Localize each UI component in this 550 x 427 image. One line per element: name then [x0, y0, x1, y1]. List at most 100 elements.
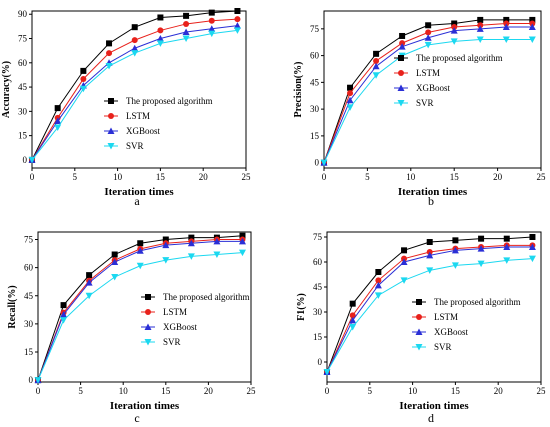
data-point — [208, 25, 216, 32]
data-point — [208, 9, 215, 16]
legend: The proposed algorithm LSTM XGBoost SVR — [104, 96, 212, 151]
data-point — [208, 17, 215, 24]
data-point — [213, 251, 221, 258]
legend-marker — [416, 314, 422, 320]
y-tick-label: 45 — [24, 291, 34, 301]
legend-marker — [108, 98, 114, 104]
data-point — [375, 269, 382, 275]
legend-marker — [145, 294, 151, 300]
x-tick-label: 0 — [322, 172, 327, 182]
data-point — [111, 258, 119, 265]
legend-label: SVR — [163, 337, 181, 347]
x-tick-label: 15 — [156, 172, 166, 182]
data-point — [349, 300, 356, 307]
data-point — [131, 24, 138, 31]
y-tick-label: 75 — [313, 232, 323, 242]
x-tick-label: 5 — [365, 172, 370, 182]
data-point — [105, 63, 113, 70]
legend-marker — [397, 100, 405, 107]
legend-label: LSTM — [163, 307, 187, 317]
series-lstm — [35, 236, 246, 384]
data-point — [399, 40, 406, 47]
legend-label: SVR — [434, 342, 452, 352]
series-the-proposed-algorithm — [35, 232, 246, 384]
y-tick-label: 15 — [313, 332, 323, 342]
legend-label: LSTM — [416, 68, 440, 78]
data-point — [85, 292, 93, 300]
data-point — [528, 23, 536, 31]
data-point — [477, 245, 485, 252]
data-point — [347, 84, 354, 91]
subfigure-label: a — [134, 194, 140, 208]
y-tick-label: 45 — [310, 77, 320, 87]
data-point — [156, 35, 164, 42]
legend-label: The proposed algorithm — [126, 96, 212, 106]
data-point — [60, 317, 68, 324]
x-axis-label: Iteration times — [398, 186, 468, 198]
x-tick-label: 10 — [119, 386, 129, 396]
y-tick-label: 15 — [18, 131, 28, 141]
legend-label: XGBoost — [434, 327, 469, 337]
legend-label: XGBoost — [416, 83, 451, 93]
data-point — [34, 377, 42, 384]
data-point — [162, 236, 169, 243]
chart-panel-b: 0 5 10 15 20 25 0 15 30 45 60 75 Iteration times Prec… — [293, 10, 546, 208]
subfigure-label: b — [428, 194, 434, 208]
data-point — [182, 35, 190, 43]
legend-label: LSTM — [126, 111, 150, 121]
chart-panel-d: 0 5 10 15 20 25 0 15 30 45 60 75 Iteration times F1(%… — [296, 231, 546, 425]
data-point — [157, 14, 164, 21]
legend-marker — [398, 70, 404, 76]
x-tick-label: 5 — [78, 386, 83, 396]
data-point — [401, 247, 408, 254]
legend-marker — [415, 344, 423, 351]
legend-label: The proposed algorithm — [163, 292, 249, 302]
data-point — [233, 27, 241, 34]
x-tick-label: 15 — [450, 172, 460, 182]
data-point — [323, 369, 331, 376]
series-line — [326, 246, 533, 373]
data-point — [54, 117, 62, 125]
data-point — [208, 30, 216, 38]
data-point — [426, 267, 434, 274]
legend-marker — [144, 323, 152, 330]
data-point — [452, 237, 459, 244]
data-point — [346, 96, 354, 104]
data-point — [424, 41, 432, 49]
data-point — [238, 237, 246, 245]
legend: The proposed algorithm LSTM XGBoost SVR — [394, 53, 502, 108]
y-axis-label: Precision(%) — [293, 62, 304, 118]
x-axis-label: Iteration times — [104, 186, 174, 198]
y-tick-label: 30 — [18, 106, 28, 116]
y-tick-label: 0 — [23, 155, 28, 165]
data-point — [451, 262, 459, 269]
data-point — [157, 27, 164, 34]
y-tick-label: 45 — [313, 282, 323, 292]
data-point — [476, 25, 484, 32]
data-point — [238, 249, 246, 257]
data-point — [349, 316, 357, 324]
y-tick-label: 0 — [318, 357, 323, 367]
y-axis-label: Recall(%) — [7, 285, 18, 328]
subfigure-label: c — [134, 411, 139, 425]
x-tick-label: 25 — [242, 172, 252, 182]
series-the-proposed-algorithm — [29, 8, 241, 163]
data-point — [80, 75, 87, 82]
data-point — [349, 312, 356, 319]
data-point — [234, 8, 241, 14]
data-point — [503, 257, 511, 264]
legend-marker — [108, 113, 114, 119]
legend-marker — [415, 328, 423, 335]
data-point — [426, 239, 433, 245]
x-tick-label: 0 — [36, 386, 41, 396]
data-point — [477, 22, 484, 29]
y-tick-label: 75 — [310, 24, 320, 34]
y-tick-label: 90 — [18, 9, 28, 19]
series-line — [37, 240, 243, 381]
legend-label: SVR — [416, 98, 434, 108]
data-point — [426, 251, 434, 259]
data-point — [136, 262, 144, 270]
legend: The proposed algorithm LSTM XGBoost SVR — [412, 297, 520, 352]
data-point — [374, 292, 382, 299]
data-point — [346, 104, 354, 111]
